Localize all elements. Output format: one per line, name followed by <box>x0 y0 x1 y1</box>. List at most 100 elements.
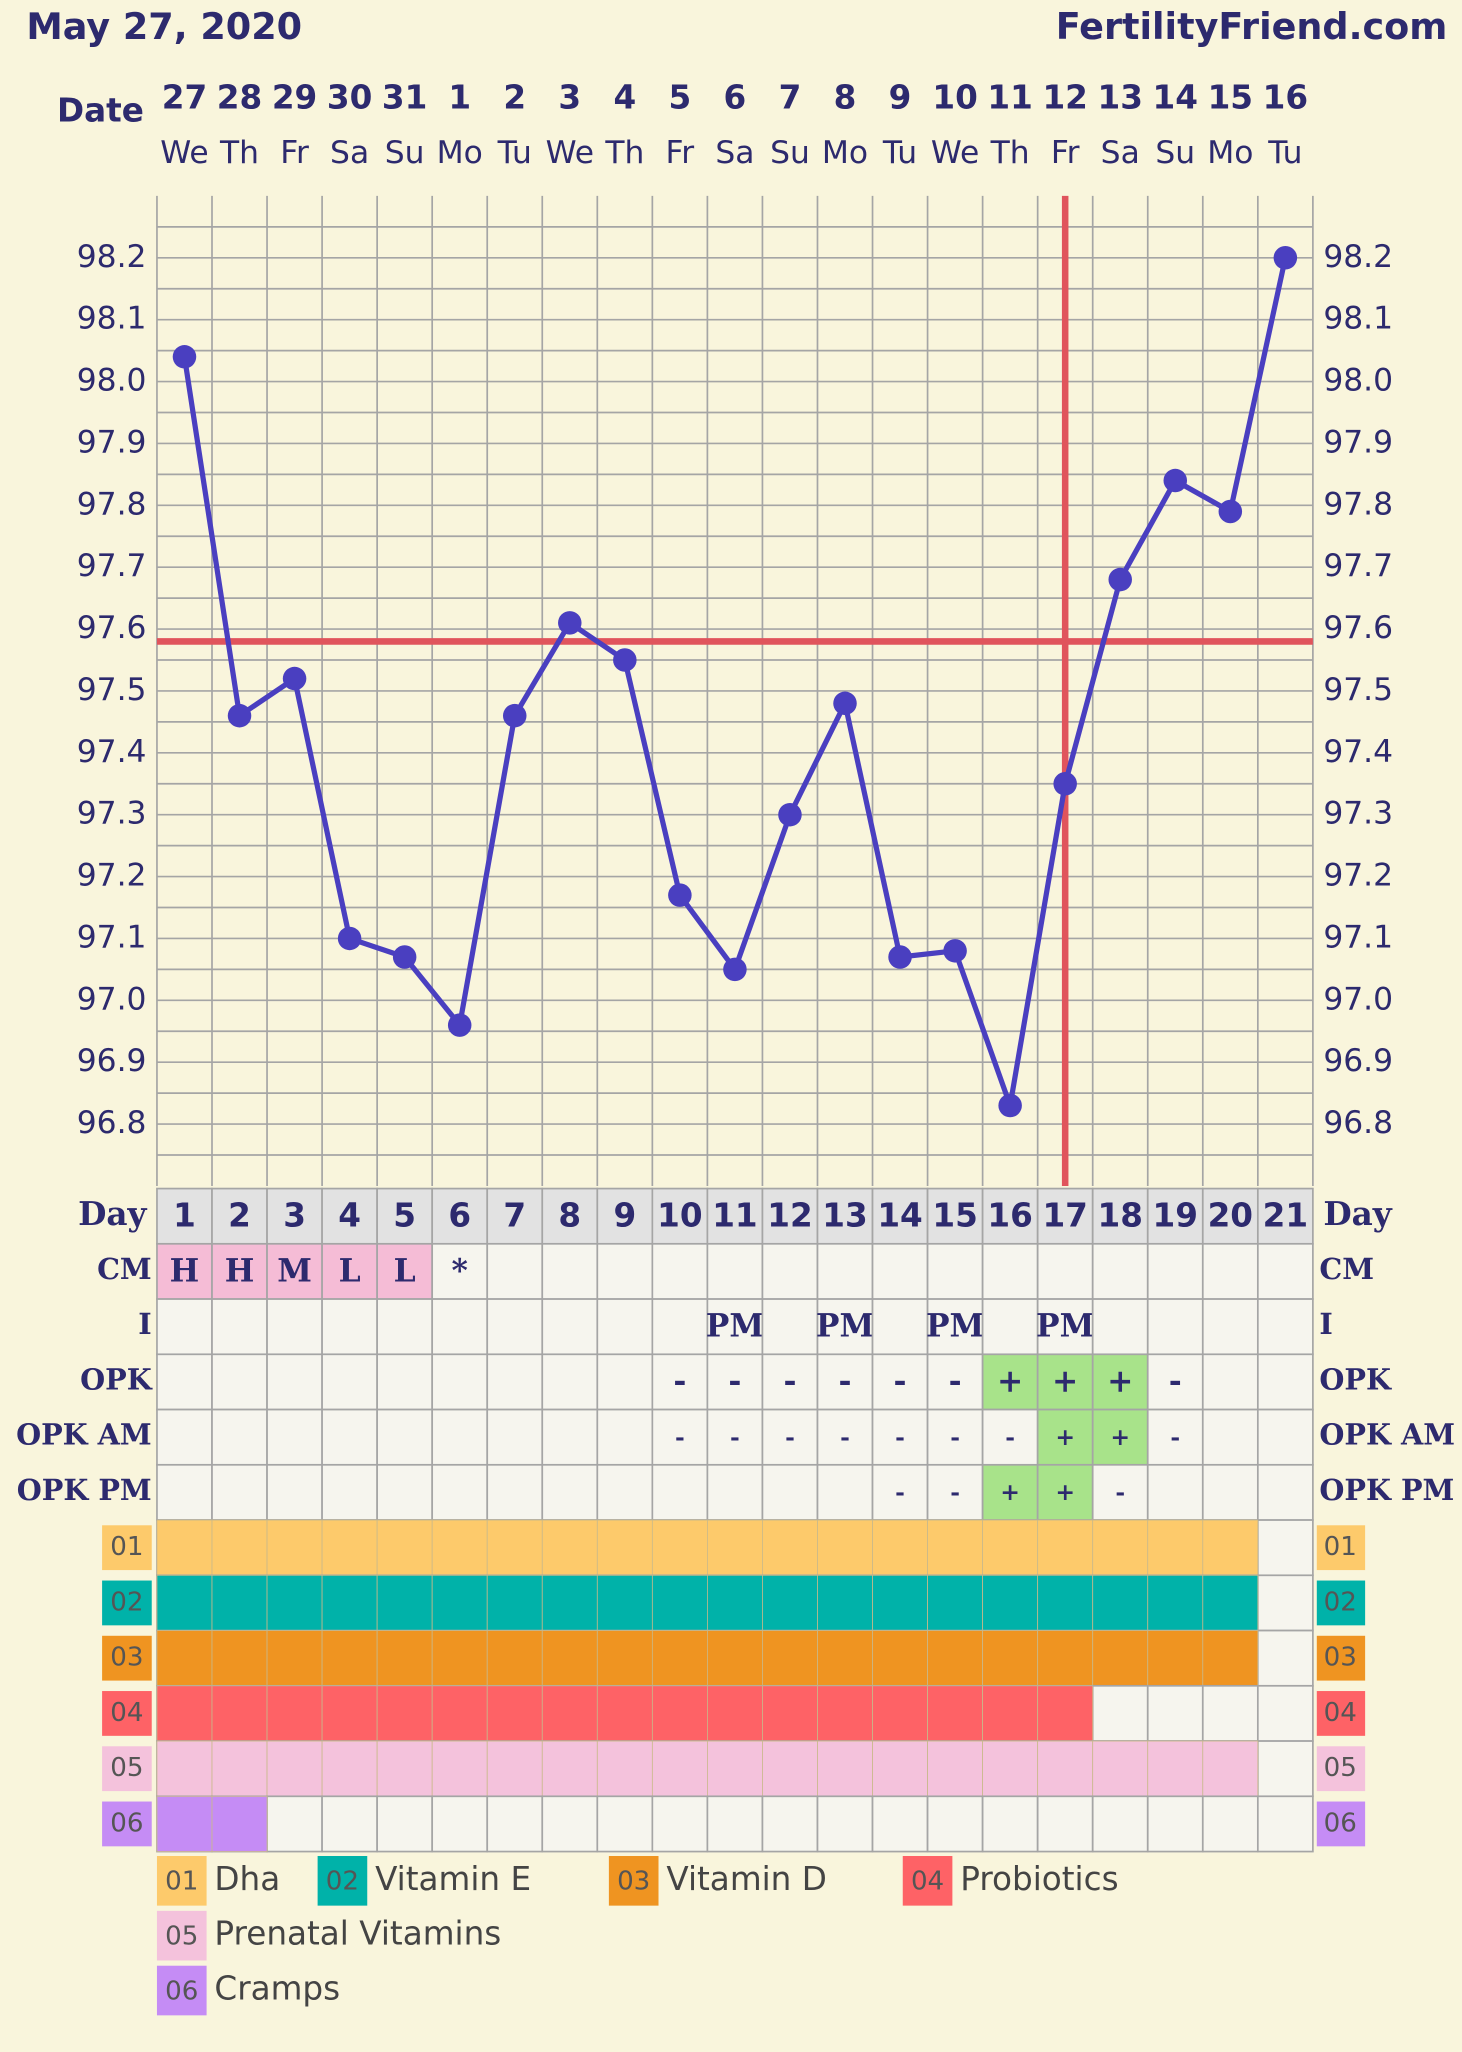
observation-cell <box>486 1408 544 1466</box>
date-label: 5 <box>669 78 692 116</box>
y2-tick-label: 97.3 <box>1323 796 1393 832</box>
legend-swatch <box>156 1910 207 1961</box>
observation-value: - <box>840 1423 850 1451</box>
code-badge <box>1316 1691 1366 1736</box>
y-tick-label: 97.8 <box>77 486 147 522</box>
supplement-day <box>1147 1740 1204 1797</box>
code-badge <box>1316 1635 1366 1681</box>
y2-tick-label: 98.2 <box>1323 239 1393 275</box>
supplement-cell <box>761 1795 819 1853</box>
supplement-day <box>486 1574 543 1631</box>
observation-cell <box>761 1463 819 1521</box>
supplement-day <box>596 1740 653 1797</box>
date-label: 3 <box>558 78 581 116</box>
supplement-cell <box>981 1795 1039 1853</box>
supplement-day <box>707 1630 763 1687</box>
supplement-day <box>211 1574 268 1631</box>
observation-cell <box>486 1242 544 1300</box>
observation-cell <box>1091 1463 1149 1521</box>
supplement-day <box>321 1574 378 1631</box>
supplement-day <box>321 1519 378 1576</box>
supplement-day <box>651 1519 708 1576</box>
observation-value: - <box>673 1364 686 1400</box>
day-number: 16 <box>987 1197 1032 1235</box>
observation-value: - <box>895 1478 905 1506</box>
supplement-day <box>872 1740 928 1797</box>
observation-cell <box>871 1408 929 1466</box>
observation-cell <box>266 1242 323 1300</box>
observation-value: + <box>997 1364 1023 1400</box>
temperature-point <box>1108 567 1132 592</box>
legend-code: 05 <box>165 1921 198 1951</box>
temperature-point <box>668 883 692 907</box>
day-number: 18 <box>1098 1197 1143 1235</box>
day-cell <box>376 1187 434 1245</box>
day-number: 9 <box>613 1197 636 1235</box>
observation-cell <box>1256 1298 1314 1356</box>
day-number: 11 <box>712 1197 757 1235</box>
observation-cell <box>321 1408 378 1466</box>
observation-cell <box>486 1353 544 1411</box>
day-number: 19 <box>1153 1197 1198 1235</box>
y-tick-label: 97.7 <box>77 548 147 584</box>
observation-cell <box>541 1408 599 1466</box>
observation-cell <box>376 1298 434 1356</box>
weekday-label: Th <box>219 135 259 171</box>
supplement-day <box>596 1574 653 1631</box>
weekday-label: Th <box>990 135 1030 171</box>
chart-date: May 27, 2020 <box>26 5 302 48</box>
code-label: 02 <box>1324 1587 1357 1617</box>
supplement-cell <box>541 1795 599 1853</box>
date-label: 2 <box>503 78 526 116</box>
supplement-cell <box>1201 1684 1259 1742</box>
supplement-cell <box>1091 1684 1149 1742</box>
day-number: 6 <box>448 1197 471 1235</box>
day-cell <box>321 1187 378 1245</box>
temperature-point <box>282 666 307 691</box>
supplement-day <box>927 1574 984 1631</box>
observation-cell <box>596 1353 654 1411</box>
day-number: 7 <box>503 1197 526 1235</box>
observation-cell <box>1091 1298 1149 1356</box>
observation-value: - <box>950 1478 960 1506</box>
supplement-day <box>431 1630 488 1687</box>
observation-cell <box>761 1408 819 1466</box>
observation-cell <box>266 1463 323 1521</box>
supplement-cell <box>1091 1795 1149 1853</box>
observation-cell <box>431 1353 489 1411</box>
supplement-cell <box>651 1795 709 1853</box>
weekday-label: Mo <box>822 135 868 171</box>
supplement-day <box>541 1630 598 1687</box>
observation-cell <box>1036 1298 1094 1356</box>
y2-tick-label: 97.8 <box>1323 486 1393 522</box>
weekday-label: Sa <box>1101 135 1140 171</box>
row-label: OPK AM <box>16 1418 152 1452</box>
observation-cell <box>321 1463 378 1521</box>
observation-cell <box>541 1242 599 1300</box>
observation-value: PM <box>816 1309 874 1345</box>
row-label: OPK <box>80 1362 153 1396</box>
day-cell <box>706 1187 764 1245</box>
y-tick-label: 96.9 <box>77 1043 147 1079</box>
supplement-day <box>762 1574 818 1631</box>
supplement-day <box>1202 1740 1259 1797</box>
supplement-day <box>982 1519 1039 1576</box>
observation-cell <box>981 1242 1039 1300</box>
date-label: 14 <box>1153 78 1198 116</box>
supplement-day <box>817 1685 873 1742</box>
legend-name: Cramps <box>214 1970 340 2008</box>
observation-cell <box>321 1353 378 1411</box>
weekday-label: Sa <box>330 135 369 171</box>
weekday-label: Fr <box>666 135 695 171</box>
legend-swatch <box>156 1965 207 2016</box>
observation-cell <box>1256 1353 1314 1411</box>
row-label: OPK <box>1319 1362 1392 1396</box>
observation-cell <box>321 1298 378 1356</box>
y2-tick-label: 97.5 <box>1323 672 1393 708</box>
day-number: 13 <box>822 1197 867 1235</box>
temperature-point <box>778 802 802 827</box>
supplement-day <box>927 1685 984 1742</box>
observation-cell <box>1036 1408 1094 1466</box>
temperature-point <box>998 1093 1022 1118</box>
